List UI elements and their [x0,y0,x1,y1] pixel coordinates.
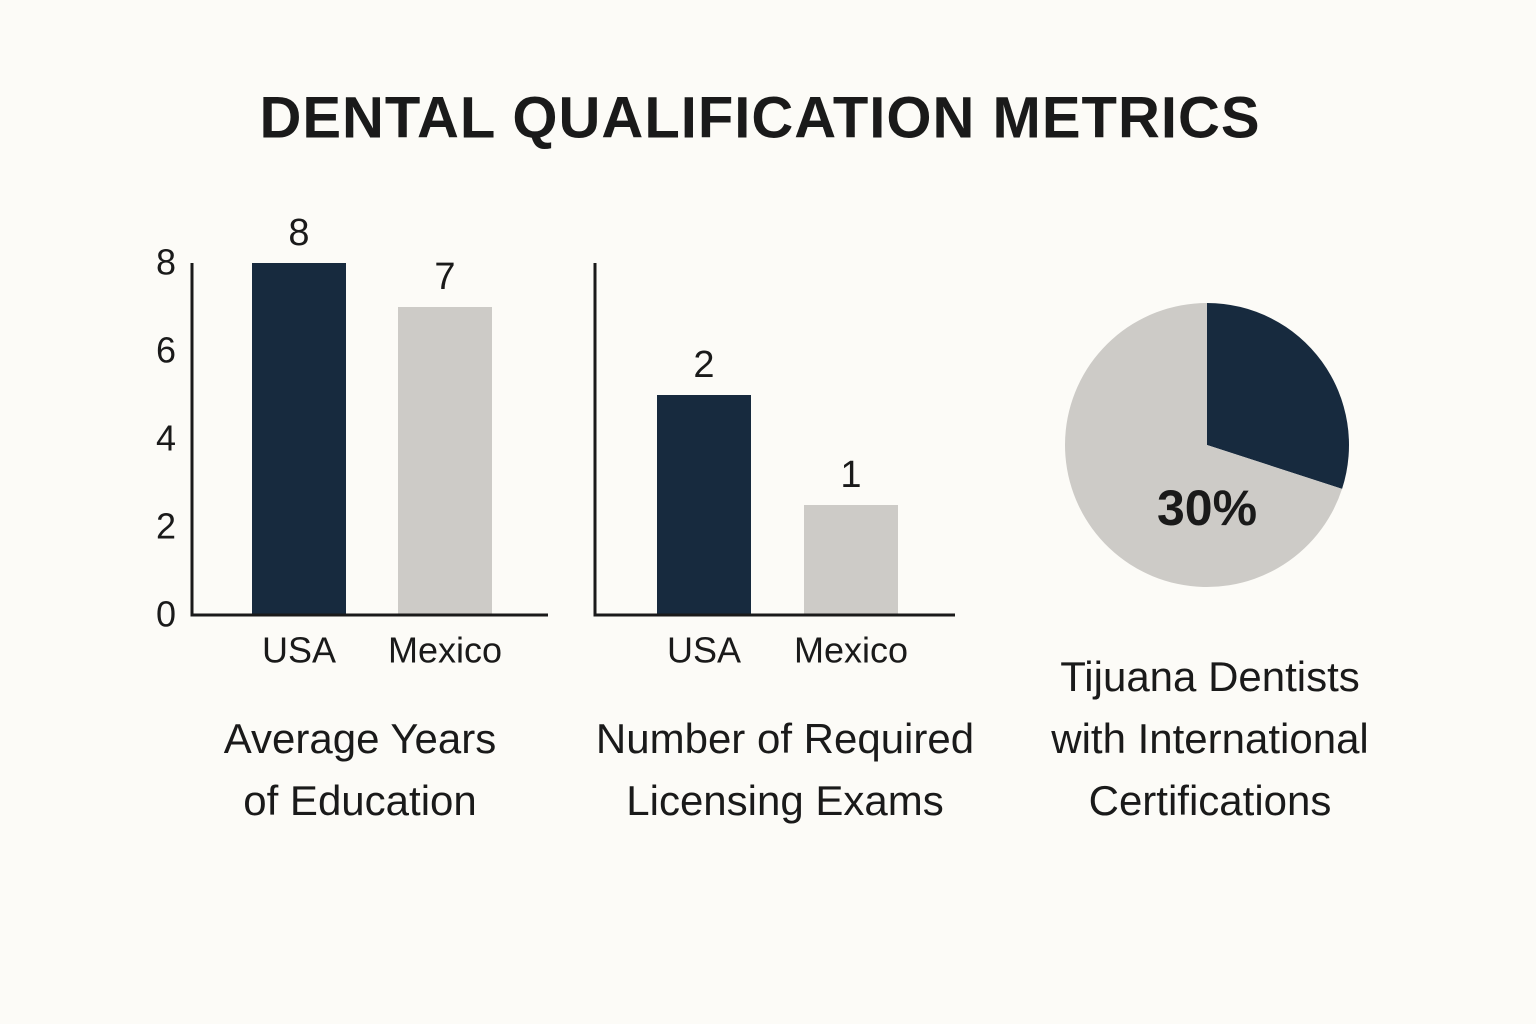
pie-slice [1207,303,1349,489]
value-label: 7 [434,256,455,298]
y-tick-label: 2 [156,506,176,547]
chart-caption: of Education [243,777,477,824]
page-title: DENTAL QUALIFICATION METRICS [259,85,1260,150]
y-tick-label: 6 [156,330,176,371]
x-tick-label: Mexico [794,630,908,671]
x-tick-label: Mexico [388,630,502,671]
y-tick-label: 4 [156,418,176,459]
chart-caption: Certifications [1089,777,1332,824]
value-label: 1 [840,454,861,496]
pie-slice [1065,303,1343,587]
chart-caption: with International [1050,715,1369,762]
y-tick-label: 0 [156,594,176,635]
value-label: 2 [693,344,714,386]
chart-caption: Number of Required [596,715,974,762]
bar [657,395,751,615]
chart-caption: Licensing Exams [626,777,943,824]
bar [398,307,492,615]
chart-caption: Average Years [224,715,496,762]
y-tick-label: 8 [156,242,176,283]
x-tick-label: USA [667,630,741,671]
bar [252,263,346,615]
value-label: 8 [288,212,309,254]
bar [804,505,898,615]
chart-caption: Tijuana Dentists [1060,653,1360,700]
x-tick-label: USA [262,630,336,671]
value-label: 30% [1157,480,1257,536]
